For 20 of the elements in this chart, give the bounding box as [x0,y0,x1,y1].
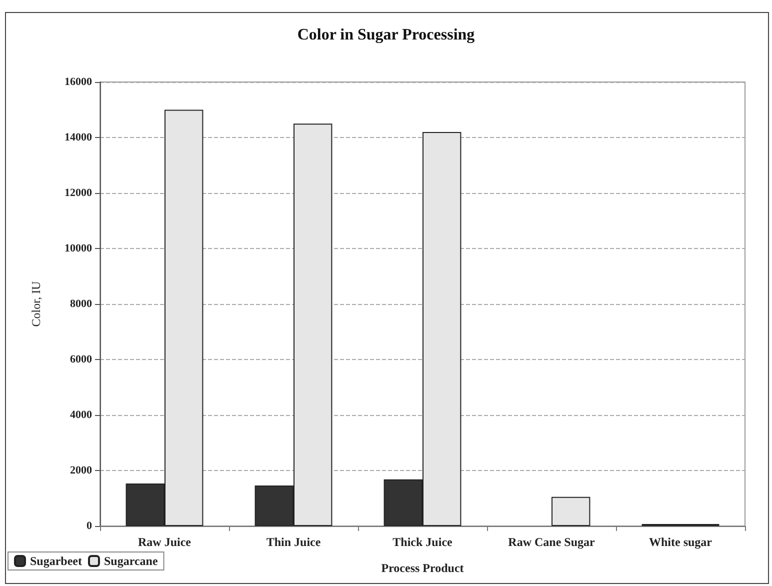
x-tick-label: Thin Juice [266,535,322,549]
y-tick-label: 14000 [64,132,92,144]
y-tick-label: 0 [86,520,92,532]
x-axis-title: Process Product [381,561,464,575]
bar [552,496,590,526]
x-tick-label: White sugar [649,535,713,549]
y-tick-label: 8000 [70,298,92,310]
y-tick-label: 12000 [64,187,92,199]
legend-label: Sugarcane [104,554,158,568]
chart-title: Color in Sugar Processing [297,26,475,44]
y-tick-label: 6000 [70,354,92,366]
y-tick-label: 16000 [64,76,92,88]
y-tick-label: 4000 [70,409,92,421]
x-tick-label: Thick Juice [392,535,454,549]
x-tick-label: Raw Cane Sugar [508,535,596,549]
y-tick-label: 10000 [64,242,92,254]
y-axis-title: Color, IU [29,280,43,327]
legend-label: Sugarbeet [30,554,82,568]
y-tick-label: 2000 [70,464,92,476]
x-tick-label: Raw Juice [138,535,192,549]
